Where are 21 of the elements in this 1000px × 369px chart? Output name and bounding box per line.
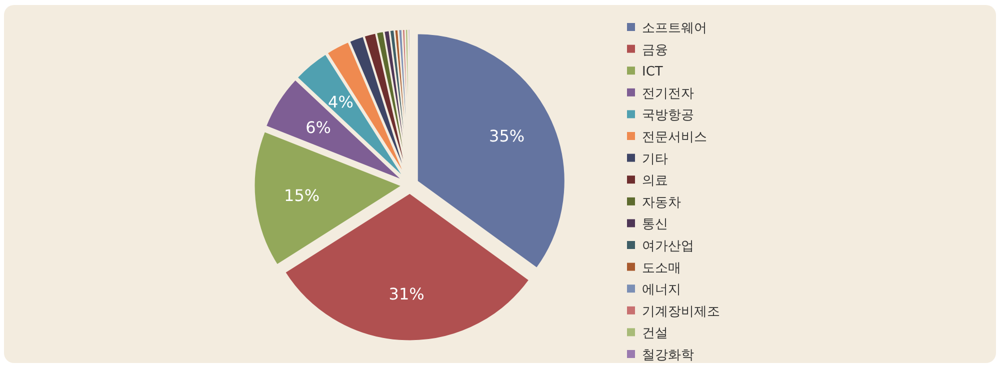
data-label: 31% <box>388 284 424 304</box>
legend-label: 전기전자 <box>642 86 694 102</box>
legend-label: 금융 <box>642 42 668 58</box>
data-label: 15% <box>284 186 320 206</box>
legend-label: 여가산업 <box>642 239 694 254</box>
legend-label: 자동차 <box>642 195 681 210</box>
data-label: 4% <box>328 92 354 112</box>
legend-label: 통신 <box>642 217 668 232</box>
legend-label: 소프트웨어 <box>642 21 707 36</box>
legend-label: 도소매 <box>642 260 681 276</box>
legend-label: 의료 <box>642 174 668 189</box>
legend-label: 기계장비제조 <box>642 304 720 320</box>
data-label: 6% <box>306 118 331 137</box>
legend-label: 철강화학 <box>642 348 694 363</box>
legend-label: 건설 <box>642 326 668 342</box>
legend-label: 전문서비스 <box>642 130 707 145</box>
legend-label: 국방항공 <box>642 108 694 124</box>
legend-label: 에너지 <box>642 282 681 298</box>
legend-label: ICT <box>642 64 663 80</box>
legend-label: 기타 <box>642 152 668 167</box>
data-label: 35% <box>489 126 525 146</box>
